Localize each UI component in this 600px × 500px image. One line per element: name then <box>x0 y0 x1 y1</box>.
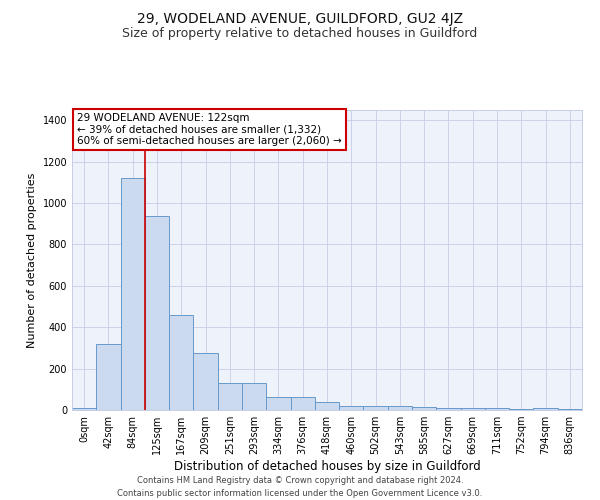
Bar <box>266 396 290 410</box>
Bar <box>364 406 388 410</box>
Bar <box>388 406 412 410</box>
Bar <box>436 408 461 410</box>
Bar <box>193 353 218 410</box>
Bar <box>558 409 582 410</box>
Bar <box>121 178 145 410</box>
X-axis label: Distribution of detached houses by size in Guildford: Distribution of detached houses by size … <box>173 460 481 473</box>
Bar <box>290 396 315 410</box>
Bar <box>218 383 242 410</box>
Bar <box>339 406 364 410</box>
Bar <box>485 408 509 410</box>
Bar <box>412 407 436 410</box>
Text: 29 WODELAND AVENUE: 122sqm
← 39% of detached houses are smaller (1,332)
60% of s: 29 WODELAND AVENUE: 122sqm ← 39% of deta… <box>77 113 342 146</box>
Bar <box>509 409 533 410</box>
Bar <box>242 383 266 410</box>
Y-axis label: Number of detached properties: Number of detached properties <box>27 172 37 348</box>
Bar <box>315 402 339 410</box>
Bar <box>169 315 193 410</box>
Bar <box>72 408 96 410</box>
Bar <box>145 216 169 410</box>
Text: Contains HM Land Registry data © Crown copyright and database right 2024.
Contai: Contains HM Land Registry data © Crown c… <box>118 476 482 498</box>
Text: Size of property relative to detached houses in Guildford: Size of property relative to detached ho… <box>122 28 478 40</box>
Bar <box>96 344 121 410</box>
Bar <box>533 408 558 410</box>
Bar <box>461 408 485 410</box>
Text: 29, WODELAND AVENUE, GUILDFORD, GU2 4JZ: 29, WODELAND AVENUE, GUILDFORD, GU2 4JZ <box>137 12 463 26</box>
